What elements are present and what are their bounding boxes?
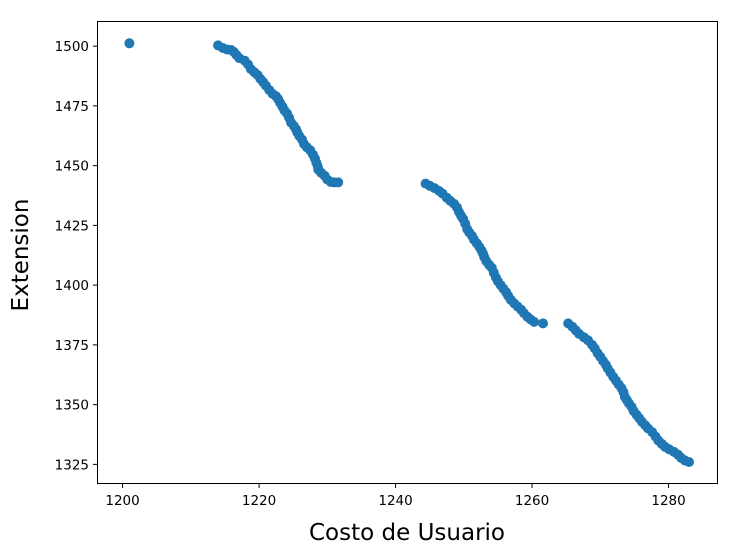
- y-axis: 1325 1350 1375 1400 1425 1450 1475 1500: [55, 39, 98, 473]
- x-axis: 1200 1220 1240 1260 1280: [105, 483, 686, 509]
- x-axis-title: Costo de Usuario: [309, 520, 505, 546]
- data-point: [124, 38, 135, 49]
- y-tick-label: 1350: [55, 398, 89, 414]
- x-tick-label: 1280: [651, 493, 685, 509]
- x-tick-label: 1200: [105, 493, 139, 509]
- y-tick-label: 1325: [55, 457, 89, 473]
- data-point: [333, 177, 344, 188]
- y-tick-label: 1450: [55, 159, 89, 175]
- scatter-points: [124, 38, 694, 467]
- x-tick-label: 1260: [515, 493, 549, 509]
- x-tick-label: 1220: [242, 493, 276, 509]
- data-point: [529, 316, 540, 327]
- data-point: [684, 457, 694, 467]
- y-tick-label: 1375: [55, 338, 89, 354]
- y-tick-label: 1400: [55, 278, 89, 294]
- y-tick-label: 1500: [55, 39, 89, 55]
- data-point: [538, 318, 548, 329]
- x-tick-label: 1240: [378, 493, 412, 509]
- y-tick-label: 1475: [55, 99, 89, 115]
- y-tick-label: 1425: [55, 218, 89, 234]
- y-axis-title: Extension: [8, 199, 34, 312]
- plot-area-frame: [97, 21, 718, 484]
